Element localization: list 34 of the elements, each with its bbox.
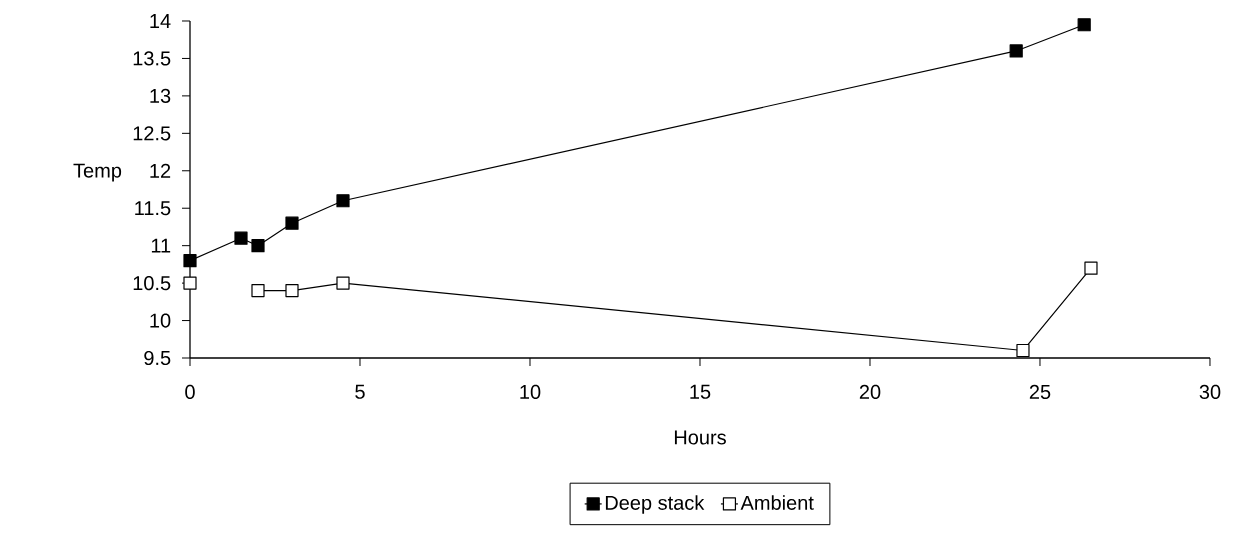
y-tick-label: 12 [150, 163, 171, 178]
point [183, 254, 197, 268]
point [251, 284, 265, 298]
legend-label: Deep stack [605, 495, 705, 514]
x-tick-label: 0 [185, 384, 195, 400]
point [285, 216, 299, 230]
y-tick-label: 11 [151, 238, 171, 253]
point [336, 194, 350, 208]
y-tick-label: 14 [150, 14, 171, 28]
x-tick-label: 30 [1199, 384, 1221, 400]
x-tick-label: 25 [1029, 384, 1051, 400]
y-tick-label: 12.5 [133, 126, 171, 141]
legend-label: Ambient [740, 495, 814, 510]
y-tick-label: 13.5 [133, 51, 171, 66]
y-tick-label: 9.5 [144, 350, 171, 366]
point [1084, 261, 1098, 275]
point [234, 231, 248, 245]
x-tick-label: 15 [690, 384, 711, 399]
point [336, 276, 350, 290]
point [1009, 44, 1023, 58]
point [1077, 18, 1091, 32]
point [1016, 343, 1030, 358]
y-tick-label: 10 [150, 313, 171, 328]
y-tick-label: 11.5 [135, 201, 171, 216]
x-tick-label: 5 [355, 384, 365, 399]
point [285, 284, 299, 298]
y-tick-label: 13 [150, 88, 171, 103]
point [251, 239, 265, 253]
y-axis-title: Temp [73, 163, 122, 182]
x-tick-label: 10 [520, 384, 541, 400]
x-axis-title: Hours [674, 430, 726, 445]
y-tick-label: 10.5 [133, 276, 171, 291]
point [183, 276, 197, 290]
x-tick-label: 20 [859, 384, 881, 400]
